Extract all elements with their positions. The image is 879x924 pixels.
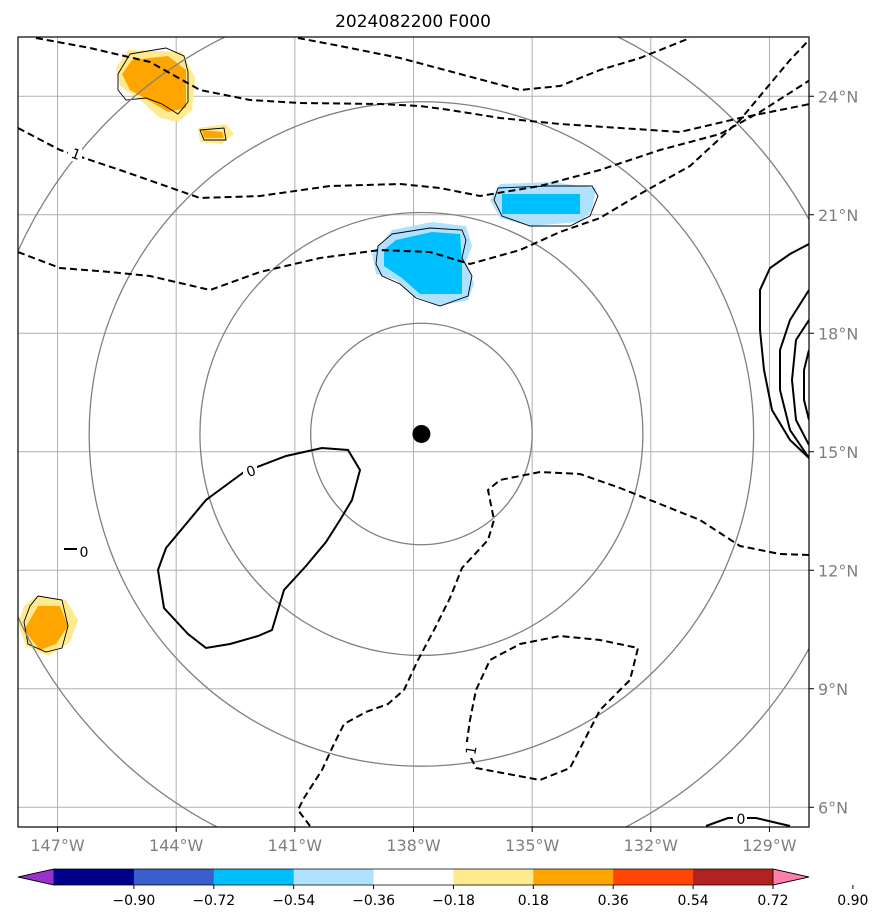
x-tick-label: 141°W <box>268 836 323 855</box>
colorbar-segment <box>533 869 614 885</box>
colorbar-tick-label: 0.54 <box>678 893 709 909</box>
dashed-contour <box>18 39 809 292</box>
colorbar-segment <box>613 869 694 885</box>
colorbar-segment <box>293 869 375 885</box>
positive-fill-mid <box>24 606 68 650</box>
x-axis-ticks: 147°W 144°W 141°W 138°W 135°W 132°W 129°W <box>30 827 797 855</box>
solid-contour <box>705 817 791 827</box>
colorbar-tick-label: 0.90 <box>837 893 868 909</box>
contour-label: 0 <box>737 812 746 828</box>
colorbar-tick-label: −0.18 <box>432 893 475 909</box>
solid-contours <box>64 243 809 827</box>
colorbar-segment <box>453 869 534 885</box>
positive-fill-mid <box>202 130 224 138</box>
x-tick-label: 138°W <box>386 836 441 855</box>
colorbar-tick-label: 0.18 <box>518 893 549 909</box>
x-tick-label: 144°W <box>149 836 204 855</box>
y-axis-ticks: 6°N 9°N 12°N 15°N 18°N 21°N 24°N <box>809 87 858 817</box>
range-ring <box>310 322 533 546</box>
x-tick-label: 147°W <box>30 836 85 855</box>
negative-outline <box>493 185 599 227</box>
solid-contour <box>803 349 809 421</box>
range-rings <box>18 37 809 827</box>
colorbar-segment <box>133 869 215 885</box>
dashed-contour <box>18 79 809 200</box>
negative-fill-mid <box>502 194 580 214</box>
positive-outline <box>23 595 69 653</box>
dashed-contour <box>297 37 691 92</box>
colorbar-segment <box>693 869 774 885</box>
positive-fill-mid <box>122 56 186 112</box>
x-tick-label: 129°W <box>742 836 797 855</box>
colorbar-outline <box>17 868 810 886</box>
colorbar-tick-label: −0.72 <box>192 893 235 909</box>
x-tick-label: 135°W <box>505 836 560 855</box>
colorbar-extend-high <box>772 868 810 886</box>
solid-contour <box>790 319 809 446</box>
colorbar-tick-label: 0.72 <box>757 893 788 909</box>
x-tick-label: 132°W <box>624 836 679 855</box>
shaded-anomalies <box>18 50 596 656</box>
y-tick-label: 6°N <box>818 798 848 817</box>
colorbar: −0.90 −0.72 −0.54 −0.36 −0.18 0.18 0.36 0.54 0.7… <box>17 868 868 909</box>
y-tick-label: 12°N <box>818 561 858 580</box>
negative-fill-mid <box>384 232 462 294</box>
colorbar-tick-label: −0.90 <box>112 893 155 909</box>
solid-contour <box>759 243 809 459</box>
colorbar-tick-label: −0.36 <box>352 893 395 909</box>
negative-outline <box>375 227 473 307</box>
storm-center-marker <box>412 424 431 443</box>
dashed-contours <box>18 37 809 827</box>
colorbar-extend-low <box>17 868 55 886</box>
contour-labels: 1 0 0 1 0 <box>68 145 747 828</box>
dashed-contour <box>296 470 809 827</box>
dashed-contour <box>465 634 640 782</box>
colorbar-segment <box>54 869 135 885</box>
y-tick-label: 18°N <box>818 324 858 343</box>
contour-label: 1 <box>463 745 480 757</box>
range-ring <box>88 101 755 767</box>
y-tick-label: 21°N <box>818 206 858 225</box>
solid-contour <box>779 289 809 459</box>
positive-outline <box>199 127 227 141</box>
colorbar-tick-label: −0.54 <box>272 893 315 909</box>
y-tick-label: 9°N <box>818 680 848 699</box>
storm-center-dot <box>412 424 431 443</box>
solid-contour <box>156 446 362 650</box>
dashed-contour <box>35 37 809 134</box>
chart-title: 2024082200 F000 <box>335 12 491 32</box>
colorbar-segment <box>213 869 295 885</box>
y-tick-label: 24°N <box>818 87 858 106</box>
colorbar-segment <box>373 869 454 885</box>
range-ring <box>18 37 809 827</box>
colorbar-tick-label: 0.36 <box>598 893 629 909</box>
contour-label: 0 <box>80 545 89 561</box>
shading-outlines <box>23 47 599 653</box>
positive-outline <box>117 47 189 115</box>
y-tick-label: 15°N <box>818 443 858 462</box>
